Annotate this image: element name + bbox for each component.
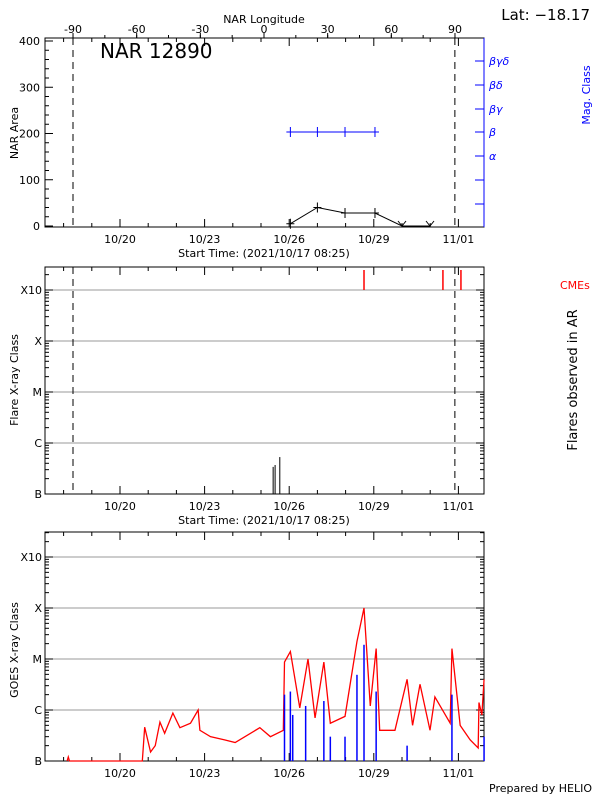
panel3-ylabel: GOES X-ray Class xyxy=(8,602,21,698)
y-tick-label: 100 xyxy=(19,174,40,187)
latitude-label: Lat: −18.17 xyxy=(501,6,590,24)
area-point-arrow xyxy=(425,220,435,227)
cme-legend: CMEs xyxy=(560,279,590,292)
x-tick-label: 10/23 xyxy=(189,500,221,513)
ar-title: NAR 12890 xyxy=(100,39,213,63)
y-tick-label: C xyxy=(34,437,42,450)
y-tick-label: 300 xyxy=(19,81,40,94)
y-tick-label: 200 xyxy=(19,128,40,141)
y-tick-label: X xyxy=(34,335,42,348)
panel2-frame xyxy=(44,266,485,495)
x-tick-label: 10/29 xyxy=(358,767,390,780)
area-point xyxy=(341,208,350,219)
y-tick-label: X10 xyxy=(20,551,42,564)
y-tick-label: 0 xyxy=(33,220,40,233)
x-tick-label: 11/01 xyxy=(443,233,475,246)
top-axis-title: NAR Longitude xyxy=(223,13,305,26)
lon-tick-label: 90 xyxy=(448,23,462,36)
panel1-xlabel: Start Time: (2021/10/17 08:25) xyxy=(178,247,350,260)
x-tick-label: 10/29 xyxy=(358,233,390,246)
credit-label: Prepared by HELIO xyxy=(489,782,592,795)
mag-tick-label: βγδ xyxy=(488,55,510,68)
lon-tick-label: 60 xyxy=(384,23,398,36)
mag-class-point xyxy=(313,127,322,137)
panel3-frame xyxy=(44,531,485,762)
x-tick-label: 11/01 xyxy=(443,767,475,780)
goes-long-channel-line xyxy=(66,607,485,762)
mag-class-point xyxy=(370,127,379,137)
y-tick-label: B xyxy=(34,488,42,501)
x-tick-label: 10/20 xyxy=(104,500,136,513)
lon-tick-label: -90 xyxy=(64,23,82,36)
panel2-ylabel: Flare X-ray Class xyxy=(8,334,21,426)
y-tick-label: X xyxy=(34,602,42,615)
mag-tick-label: βδ xyxy=(488,79,503,92)
y-tick-label: X10 xyxy=(20,284,42,297)
mag-class-point xyxy=(341,127,350,137)
y-tick-label: C xyxy=(34,704,42,717)
x-tick-label: 10/29 xyxy=(358,500,390,513)
panel2-xlabel: Start Time: (2021/10/17 08:25) xyxy=(178,514,350,527)
lon-tick-label: -30 xyxy=(191,23,209,36)
x-tick-label: 10/23 xyxy=(189,767,221,780)
y-tick-label: B xyxy=(34,755,42,768)
panel1-ylabel: NAR Area xyxy=(8,107,21,159)
mag-tick-label: β xyxy=(488,126,496,139)
mag-class-label: Mag. Class xyxy=(580,65,593,124)
panel1-frame xyxy=(44,37,485,228)
x-tick-label: 11/01 xyxy=(443,500,475,513)
x-tick-label: 10/20 xyxy=(104,233,136,246)
x-tick-label: 10/23 xyxy=(189,233,221,246)
y-tick-label: M xyxy=(33,386,43,399)
y-tick-label: M xyxy=(33,653,43,666)
x-tick-label: 10/26 xyxy=(273,500,305,513)
lon-tick-label: -60 xyxy=(128,23,146,36)
area-point xyxy=(370,208,379,219)
area-point xyxy=(286,218,295,229)
area-point-arrow xyxy=(397,220,407,227)
area-line xyxy=(290,206,431,227)
lon-tick-label: 30 xyxy=(321,23,335,36)
mag-tick-label: βγ xyxy=(488,103,503,116)
x-tick-label: 10/26 xyxy=(273,767,305,780)
lon-tick-label: 0 xyxy=(261,23,268,36)
mag-tick-label: α xyxy=(489,150,497,163)
panel2-right-label: Flares observed in AR xyxy=(566,309,581,450)
area-point xyxy=(313,202,322,213)
x-tick-label: 10/26 xyxy=(273,233,305,246)
x-tick-label: 10/20 xyxy=(104,767,136,780)
y-tick-label: 400 xyxy=(19,35,40,48)
mag-class-point xyxy=(286,127,295,137)
